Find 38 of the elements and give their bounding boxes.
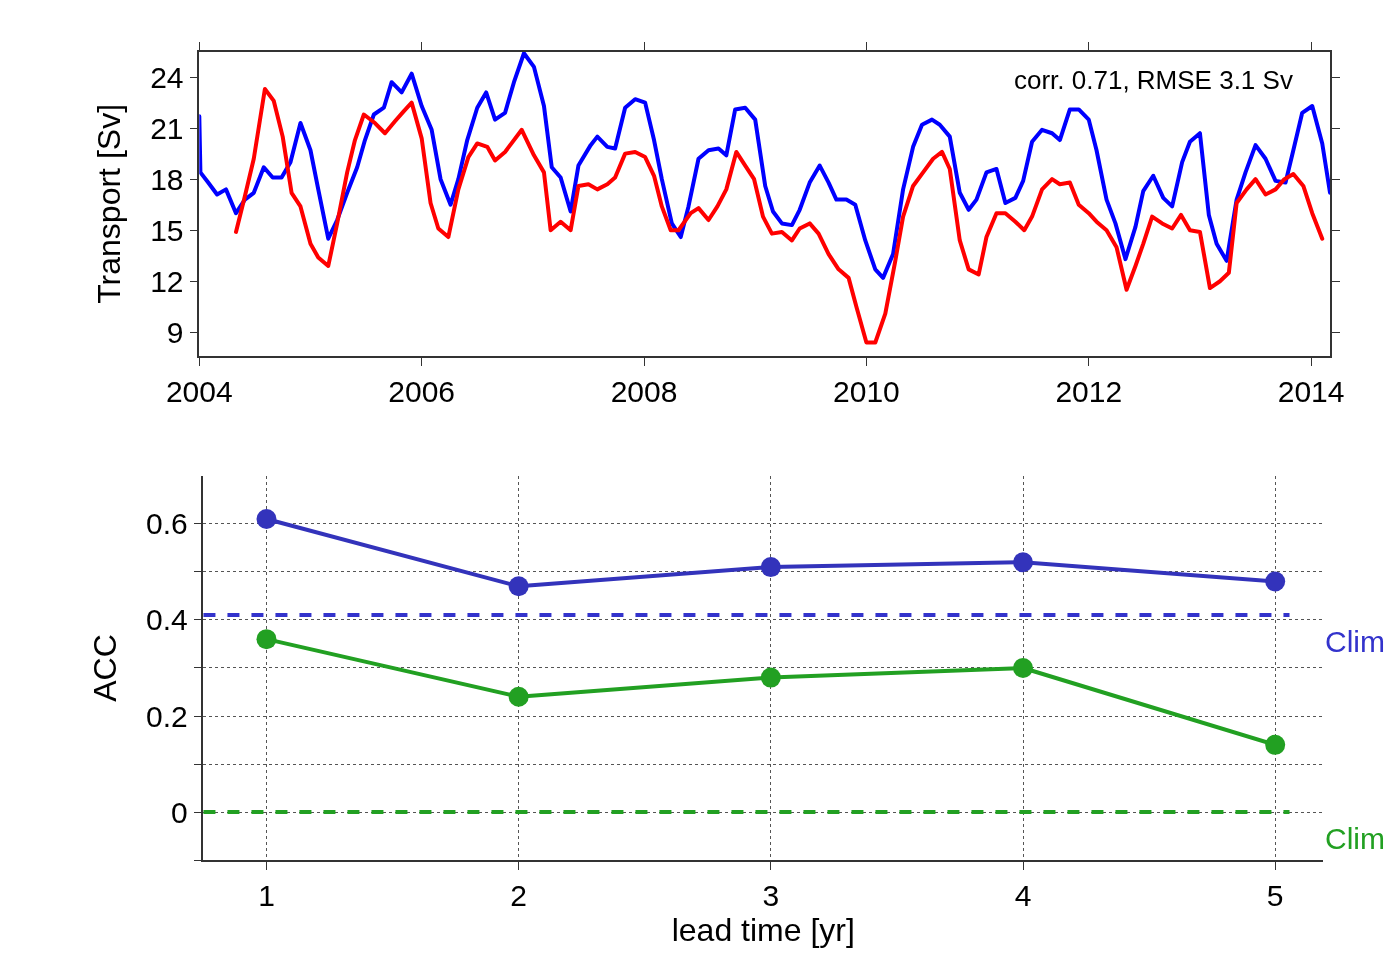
y-axis-title: Transport [Sv] <box>90 103 127 304</box>
point <box>1013 552 1034 573</box>
y-tick-label: 15 <box>150 213 184 247</box>
x-tick-label: 4 <box>1014 878 1032 912</box>
x-axis-title: lead time [yr] <box>671 911 855 948</box>
x-tick-label: 2008 <box>610 374 678 408</box>
x-tick-label: 2012 <box>1055 374 1123 408</box>
y-tick-label: 18 <box>150 162 184 196</box>
y-tick-label: 0.4 <box>145 603 188 637</box>
point <box>760 667 781 688</box>
point <box>508 686 529 707</box>
y-tick-label: 21 <box>150 111 184 145</box>
y-tick-label: 0.6 <box>145 507 188 541</box>
ref-line-label: Clim <box>1325 625 1384 658</box>
y-tick-label: 9 <box>166 315 184 349</box>
y-tick-label: 0.2 <box>145 699 188 733</box>
point <box>256 629 277 650</box>
x-tick-label: 2010 <box>833 374 900 408</box>
x-tick-label: 2004 <box>165 374 233 408</box>
point <box>256 509 277 530</box>
x-tick-label: 2 <box>510 878 528 912</box>
point <box>760 557 781 578</box>
x-tick-label: 5 <box>1266 878 1284 912</box>
line-series <box>199 51 1331 280</box>
y-axis-title: ACC <box>86 634 123 702</box>
y-tick-label: 24 <box>150 60 184 94</box>
x-tick-label: 1 <box>258 878 275 912</box>
ref-line-label: Clim <box>1325 822 1384 855</box>
x-tick-label: 3 <box>762 878 780 912</box>
point <box>508 576 529 597</box>
point <box>1265 571 1286 592</box>
annotation: corr. 0.71, RMSE 3.1 Sv <box>1014 65 1293 95</box>
x-tick-label: 2006 <box>388 374 456 408</box>
y-tick-label: 12 <box>150 264 184 298</box>
point <box>1265 734 1286 755</box>
y-tick-label: 0 <box>171 795 188 829</box>
point <box>1013 657 1034 678</box>
x-tick-label: 2014 <box>1277 374 1345 408</box>
